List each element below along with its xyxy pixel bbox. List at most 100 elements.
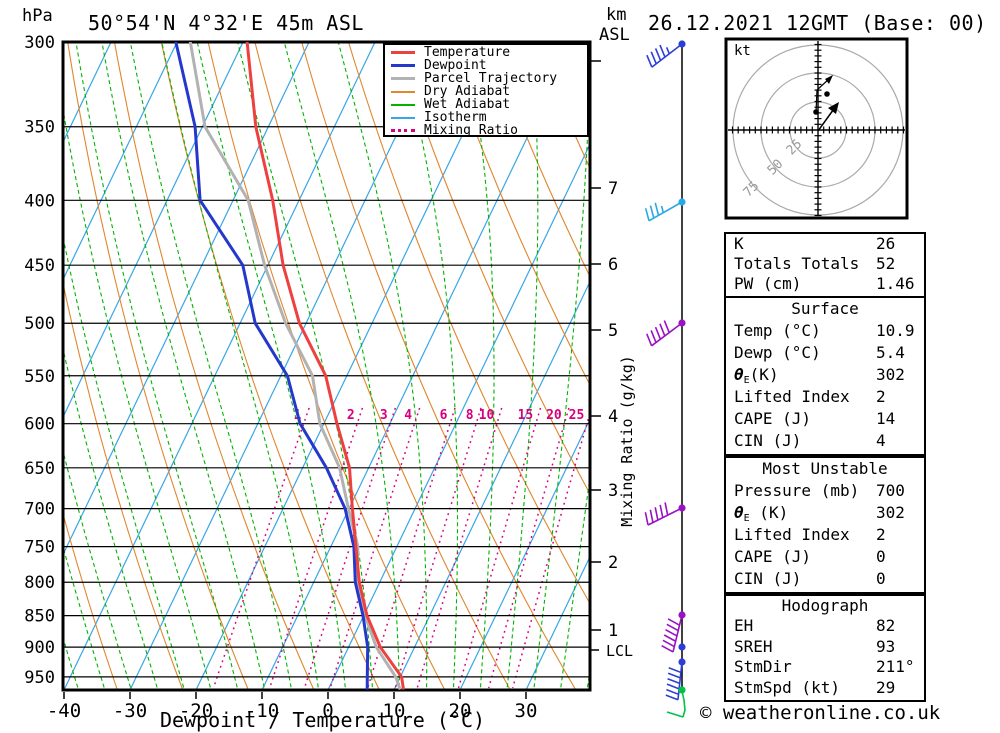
legend-item: Parcel Trajectory: [391, 72, 587, 85]
table-row: CIN (J) 4: [726, 430, 924, 452]
legend-item-label: Isotherm: [424, 110, 487, 125]
temperature-tick-label: 0: [322, 700, 333, 722]
pressure-tick-label: 450: [24, 256, 55, 276]
temperature-tick-label: -30: [113, 700, 147, 722]
legend-item: Temperature: [391, 46, 587, 59]
legend-item-label: Mixing Ratio: [424, 123, 518, 138]
table-row-value: 10.9: [876, 321, 915, 340]
km-unit-label: km: [606, 5, 627, 25]
table-title: Hodograph: [781, 596, 869, 615]
pressure-tick-label: 900: [24, 638, 55, 658]
table-row: θE(K) 302: [726, 364, 924, 386]
temperature-tick-label: -20: [179, 700, 213, 722]
table-row: Pressure (mb) 700: [726, 480, 924, 502]
wind-barb: [646, 43, 683, 68]
table-title: Surface: [791, 299, 859, 318]
km-tick-label: 3: [608, 481, 618, 501]
km-tick-label: 6: [608, 255, 618, 275]
legend: Temperature Dewpoint Parcel Trajectory Dry …: [383, 43, 589, 137]
plot-border: [61, 40, 592, 692]
table-row-value: 93: [876, 636, 896, 656]
table-row-label: CAPE (J): [734, 409, 812, 428]
table-row-value: 211°: [876, 657, 915, 677]
table-row: θE (K) 302: [726, 502, 924, 524]
mixing-ratio-value-label: 2: [347, 408, 355, 423]
mixing-ratio-axis-label: Mixing Ratio (g/kg): [618, 355, 636, 527]
indices-table: K 26 Totals Totals 52 PW (cm) 1.46: [724, 232, 926, 298]
table-row-value: 2: [876, 525, 886, 544]
table-row-value: 4: [876, 431, 886, 450]
table-row: Lifted Index 2: [726, 386, 924, 408]
surface-table: Surface Temp (°C) 10.9 Dewp (°C) 5.4 θE(K) 302…: [724, 296, 926, 456]
table-row-label: PW (cm): [734, 274, 802, 293]
legend-item-label: Dry Adiabat: [424, 84, 511, 99]
legend-item: Wet Adiabat: [391, 98, 587, 111]
temperature-tick-label: 20: [449, 700, 472, 722]
wind-level-dot: [678, 686, 686, 694]
legend-item: Isotherm: [391, 111, 587, 124]
wind-level-dot: [678, 319, 686, 327]
table-row-value: 0: [876, 547, 886, 566]
table-row: CAPE (J) 0: [726, 546, 924, 568]
wind-barb: [644, 502, 683, 526]
legend-item-label: Wet Adiabat: [424, 97, 511, 112]
table-row-value: 14: [876, 409, 896, 428]
hodograph-table: Hodograph EH 82 SREH 93 StmDir 211° StmSpd (kt)…: [724, 594, 926, 702]
pressure-tick-label: 600: [24, 415, 55, 435]
km-tick-label: 1: [608, 621, 618, 641]
pressure-tick-labels: 300 350 400 450 500 550 600 650 700 750 800 850 900 9…: [24, 33, 55, 688]
hodograph-trace-dot: [824, 91, 830, 97]
wind-barb: [665, 661, 683, 701]
table-row: Totals Totals 52: [726, 254, 924, 274]
isotherm-lines: [63, 42, 590, 690]
table-row-label: Pressure (mb): [734, 481, 860, 500]
pressure-tick-label: 350: [24, 118, 55, 138]
sounding-curves: [174, 42, 405, 690]
mixing-ratio-value-label: 6: [440, 408, 448, 423]
table-row-value: 5.4: [876, 343, 905, 362]
table-row-label: SREH: [734, 636, 773, 656]
mixing-ratio-value-label: 15: [518, 408, 534, 423]
km-tick-label: 7: [608, 179, 618, 199]
legend-item-label: Parcel Trajectory: [424, 71, 558, 86]
legend-item: Mixing Ratio: [391, 124, 587, 137]
legend-line-sample-solid: [391, 103, 415, 106]
legend-item: Dry Adiabat: [391, 85, 587, 98]
table-row-value: 82: [876, 616, 896, 636]
table-row-value: 26: [876, 234, 896, 253]
footer-copyright: © weatheronline.co.uk: [700, 702, 941, 724]
legend-line-sample-solid: [391, 77, 415, 80]
table-row: Temp (°C) 10.9: [726, 320, 924, 342]
legend-line-sample-dotted: [391, 129, 415, 132]
table-row: PW (cm) 1.46: [726, 274, 924, 294]
wind-barb: [646, 320, 683, 347]
km-tick-labels: 7 6 5 4 3 2 1: [590, 60, 618, 651]
pressure-tick-label: 950: [24, 668, 55, 688]
table-row-label: EH: [734, 616, 754, 636]
table-row-value: 2: [876, 387, 886, 406]
temperature-tick-label: 30: [515, 700, 538, 722]
hodograph-trace-dot: [813, 109, 819, 115]
wind-level-dot: [678, 658, 686, 666]
mixing-ratio-value-label: 3: [380, 408, 388, 423]
curve-dewpoint: [174, 42, 370, 690]
wind-barb: [644, 201, 683, 222]
mixing-ratio-value-label: 8: [466, 408, 474, 423]
most-unstable-table: Most Unstable Pressure (mb) 700 θE (K) 302 Li…: [724, 456, 926, 594]
table-row-label: θE(K): [734, 365, 779, 386]
table-row-label: K: [734, 234, 744, 253]
table-row: K 26: [726, 234, 924, 254]
table-row: SREH 93: [726, 637, 924, 657]
wind-barb-column: [644, 40, 686, 718]
table-row-label: StmSpd (kt): [734, 677, 840, 697]
table-row-label: Temp (°C): [734, 321, 821, 340]
mixing-ratio-value-label: 10: [479, 408, 495, 423]
table-row: Dewp (°C) 5.4: [726, 342, 924, 364]
asl-unit-label: ASL: [599, 25, 630, 45]
wind-level-dot: [678, 504, 686, 512]
table-row: Lifted Index 2: [726, 524, 924, 546]
table-row: CAPE (J) 14: [726, 408, 924, 430]
table-row-label: Totals Totals: [734, 254, 860, 273]
pressure-tick-label: 750: [24, 538, 55, 558]
